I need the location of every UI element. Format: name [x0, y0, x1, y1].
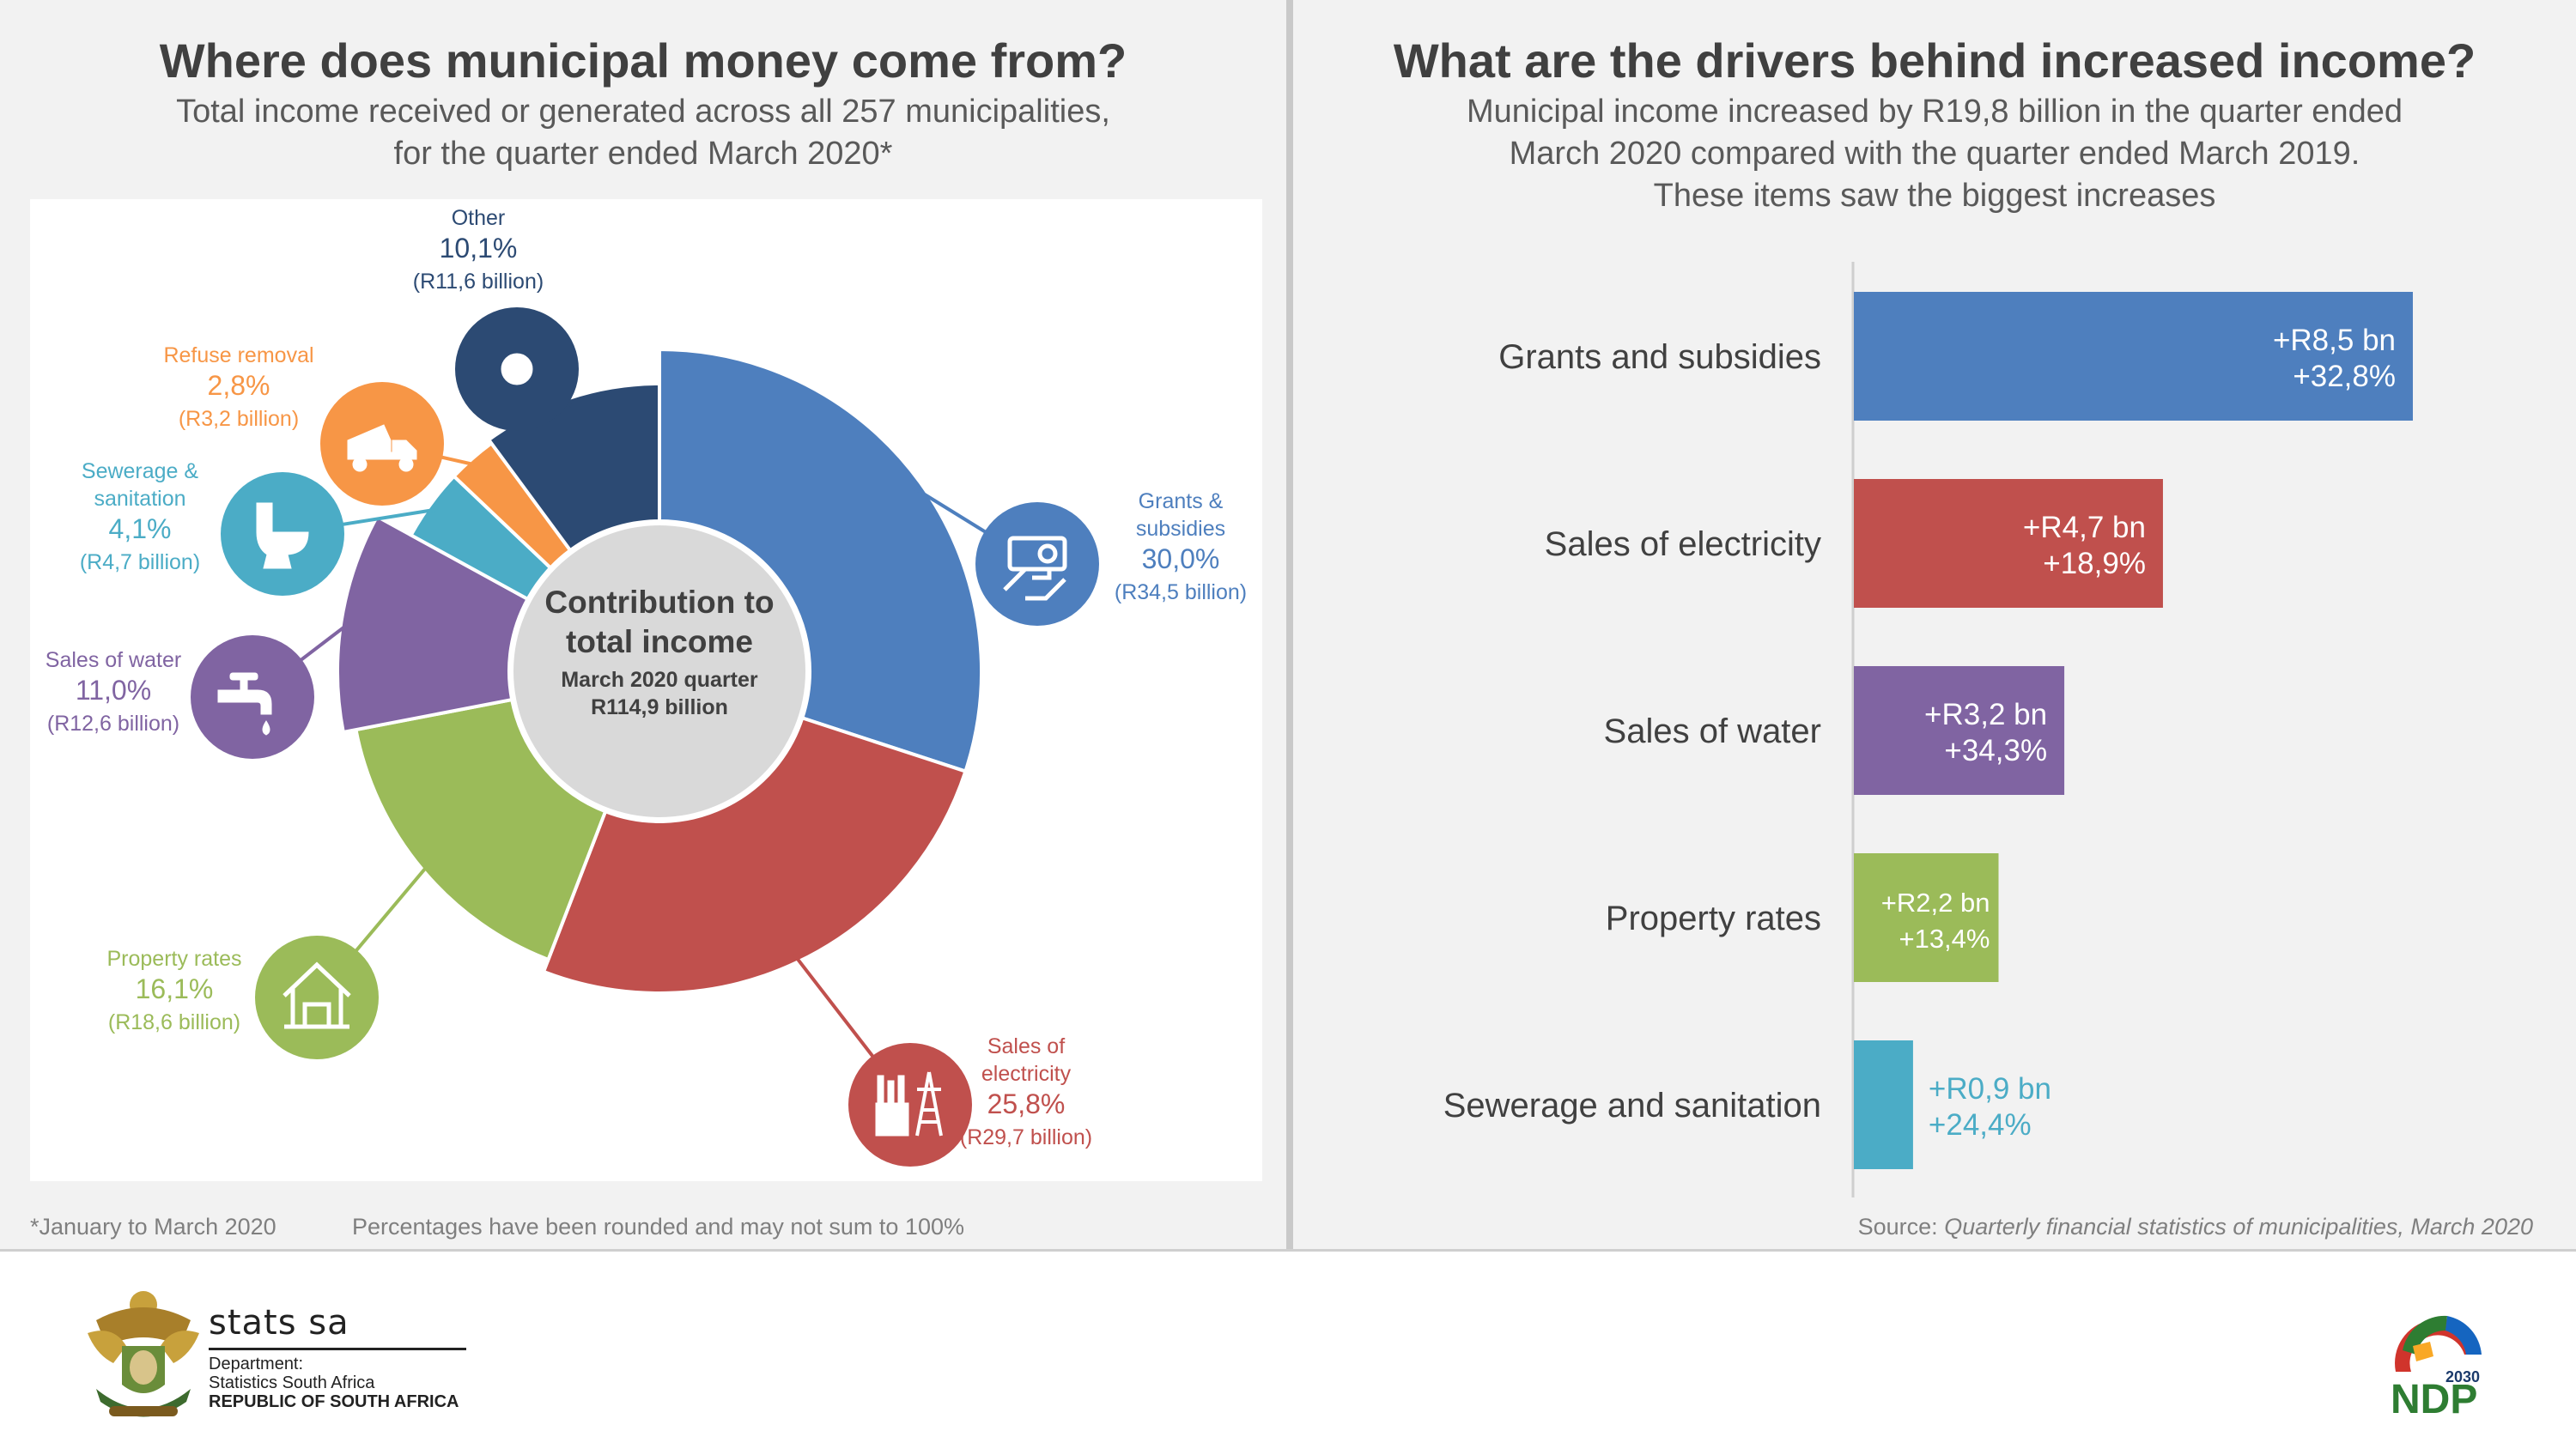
slice-amount-5: (R3,2 billion) [179, 407, 299, 431]
slice-label-2-0: Property rates [106, 947, 241, 971]
bar-category-2: Sales of water [1604, 712, 1821, 750]
right-subtitle-line2: March 2020 compared with the quarter end… [1509, 136, 2360, 172]
dump-truck-bubble [320, 382, 444, 506]
ndp-2030-logo: 2030 NDP [2391, 1315, 2482, 1415]
icon-bubble-0 [975, 502, 1099, 626]
donut-center [513, 525, 805, 817]
bar-category-4: Sewerage and sanitation [1443, 1087, 1821, 1125]
bar-0 [1854, 292, 2413, 421]
coat-of-arms-logo [88, 1291, 199, 1417]
dump-truck-icon [347, 424, 417, 472]
right-title: What are the drivers behind increased in… [1393, 33, 2476, 88]
ndp-year: 2030 [2445, 1368, 2480, 1385]
dot-icon [501, 353, 533, 385]
cash-hand-bubble [975, 502, 1099, 626]
bar-value-label-2: +R3,2 bn [1924, 698, 2047, 731]
dept-line2: Statistics South Africa [209, 1373, 375, 1392]
factory-pylon-bubble [848, 1043, 972, 1167]
slice-amount-1: (R29,7 billion) [960, 1125, 1092, 1149]
slice-percent-2: 16,1% [136, 973, 214, 1004]
bar-value-label-0: +R8,5 bn [2273, 324, 2396, 357]
bar-2 [1854, 666, 2065, 795]
house-bubble [255, 936, 379, 1059]
slice-percent-3: 11,0% [76, 675, 151, 706]
slice-amount-4: (R4,7 billion) [80, 550, 200, 574]
right-subtitle-line1: Municipal income increased by R19,8 bill… [1467, 94, 2403, 130]
donut-slice-2 [354, 697, 608, 962]
bar-value-label-3: +R2,2 bn [1881, 888, 1990, 918]
house-icon [283, 961, 351, 1029]
bar-category-1: Sales of electricity [1545, 525, 1821, 563]
source-text: Quarterly financial statistics of munici… [1944, 1214, 2533, 1240]
brand-underline [209, 1348, 466, 1350]
donut-slice-1 [541, 715, 968, 995]
bar-pct-label-2: +34,3% [1944, 734, 2047, 767]
slice-label-5-0: Refuse removal [163, 343, 313, 367]
left-title: Where does municipal money come from? [159, 33, 1127, 88]
center-title-line2: total income [566, 624, 753, 659]
slice-label-1-1: electricity [981, 1062, 1072, 1086]
slice-amount-3: (R12,6 billion) [47, 712, 179, 736]
factory-pylon-icon [875, 1071, 943, 1137]
donut-slice-3 [336, 513, 531, 735]
left-subtitle-line1: Total income received or generated acros… [176, 94, 1110, 130]
footnote: *January to March 2020 [30, 1214, 276, 1240]
center-period: March 2020 quarter [561, 668, 758, 692]
slice-label-3-0: Sales of water [46, 648, 181, 672]
bar-value-label-1: +R4,7 bn [2023, 511, 2146, 544]
slice-label-1-0: Sales of [987, 1034, 1065, 1058]
slice-amount-6: (R11,6 billion) [413, 270, 544, 294]
donut-slice-0 [658, 347, 983, 774]
icon-bubble-1 [848, 1043, 972, 1167]
toilet-bubble [221, 472, 344, 596]
source-note: Source: Quarterly financial statistics o… [1858, 1214, 2533, 1240]
slice-percent-1: 25,8% [987, 1088, 1066, 1119]
slice-percent-4: 4,1% [109, 513, 172, 544]
right-subtitle-line3: These items saw the biggest increases [1653, 178, 2216, 214]
center-total: R114,9 billion [591, 695, 728, 719]
rounding-note: Percentages have been rounded and may no… [352, 1214, 964, 1240]
toilet-icon [256, 502, 309, 569]
bar-chart: Grants and subsidies +R8,5 bn+32,8% Sales … [1443, 262, 2413, 1197]
slice-percent-0: 30,0% [1142, 543, 1220, 574]
bar-pct-label-0: +32,8% [2293, 360, 2396, 393]
slice-percent-6: 10,1% [440, 233, 518, 264]
bar-category-0: Grants and subsidies [1498, 338, 1821, 376]
left-panel: Where does municipal money come from? To… [0, 0, 1286, 1249]
bar-category-3: Property rates [1606, 900, 1821, 937]
icon-bubble-2 [255, 936, 379, 1059]
dept-line1: Department: [209, 1355, 304, 1373]
bar-pct-label-4: +24,4% [1929, 1108, 2032, 1142]
dept-line3: REPUBLIC OF SOUTH AFRICA [209, 1392, 459, 1411]
bar-pct-label-1: +18,9% [2043, 547, 2146, 580]
bar-4 [1854, 1040, 1913, 1169]
footer: stats sa Department: Statistics South Af… [0, 1249, 2576, 1449]
tap-icon [217, 672, 272, 736]
left-subtitle-line2: for the quarter ended March 2020* [393, 136, 893, 172]
cash-hand-icon [1003, 536, 1067, 601]
slice-label-4-1: sanitation [94, 487, 185, 511]
bar-3 [1854, 853, 1999, 982]
brand-name: stats sa [209, 1303, 349, 1343]
donut-chart-area: Contribution to total income March 2020 qu… [30, 199, 1262, 1181]
bar-value-label-4: +R0,9 bn [1929, 1072, 2051, 1106]
source-label: Source: [1857, 1214, 1938, 1240]
panel-divider [1286, 0, 1293, 1249]
center-title-line1: Contribution to [544, 585, 774, 620]
slice-amount-2: (R18,6 billion) [108, 1010, 240, 1034]
slice-label-0-1: subsidies [1136, 517, 1225, 541]
slice-label-4-0: Sewerage & [82, 459, 199, 483]
dot-bubble [455, 307, 579, 431]
tap-bubble [191, 635, 314, 759]
right-panel: What are the drivers behind increased in… [1293, 0, 2576, 1249]
donut-chart: Contribution to total income March 2020 qu… [46, 206, 1247, 1167]
bar-1 [1854, 479, 2163, 608]
slice-percent-5: 2,8% [208, 370, 270, 401]
bar-pct-label-3: +13,4% [1899, 924, 1990, 954]
slice-label-0-0: Grants & [1139, 489, 1224, 513]
slice-amount-0: (R34,5 billion) [1115, 580, 1247, 604]
ndp-text: NDP [2391, 1377, 2477, 1415]
slice-label-6-0: Other [452, 206, 506, 230]
